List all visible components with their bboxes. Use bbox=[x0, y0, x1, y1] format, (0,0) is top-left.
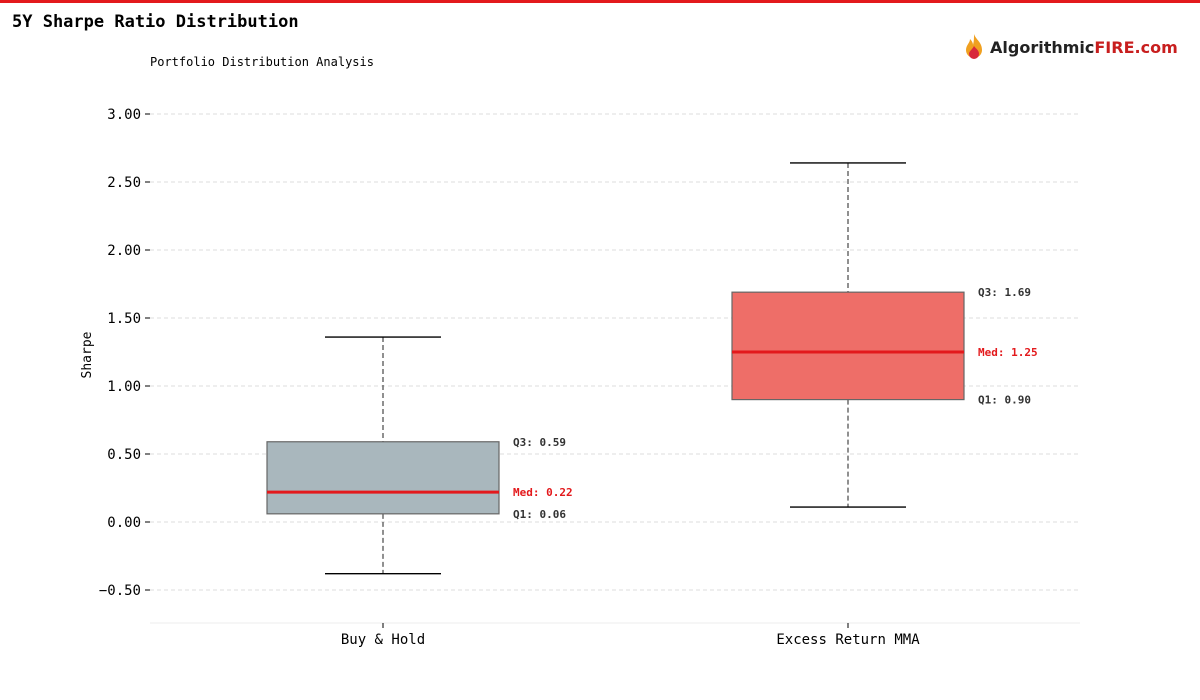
x-tick-label: Buy & Hold bbox=[341, 632, 425, 648]
y-tick-label: 2.00 bbox=[107, 243, 141, 259]
y-tick-label: 1.00 bbox=[107, 379, 141, 395]
flame-icon bbox=[966, 34, 982, 59]
x-tick-label: Excess Return MMA bbox=[776, 632, 920, 648]
chart-subtitle: Portfolio Distribution Analysis bbox=[150, 55, 374, 69]
top-accent-bar bbox=[0, 0, 1200, 3]
chart-title: 5Y Sharpe Ratio Distribution bbox=[12, 12, 299, 32]
q1-label: Q1: 0.90 bbox=[978, 394, 1031, 407]
q3-label: Q3: 0.59 bbox=[513, 436, 566, 449]
y-axis-label: Sharpe bbox=[80, 331, 95, 378]
y-tick-label: −0.50 bbox=[99, 583, 141, 599]
q3-label: Q3: 1.69 bbox=[978, 286, 1031, 299]
y-tick-label: 2.50 bbox=[107, 175, 141, 191]
box bbox=[731, 291, 965, 401]
y-tick-label: 0.50 bbox=[107, 447, 141, 463]
y-tick-label: 0.00 bbox=[107, 515, 141, 531]
y-tick-label: 1.50 bbox=[107, 311, 141, 327]
logo-text-a: Algorithmic bbox=[990, 37, 1095, 57]
y-tick-label: 3.00 bbox=[107, 107, 141, 123]
logo-text-b: FIRE.com bbox=[1094, 37, 1178, 57]
box bbox=[266, 441, 500, 515]
median-label: Med: 1.25 bbox=[978, 346, 1038, 359]
q1-label: Q1: 0.06 bbox=[513, 508, 566, 521]
logo: Algorithmic FIRE.com bbox=[962, 32, 1178, 62]
median-label: Med: 0.22 bbox=[513, 486, 573, 499]
